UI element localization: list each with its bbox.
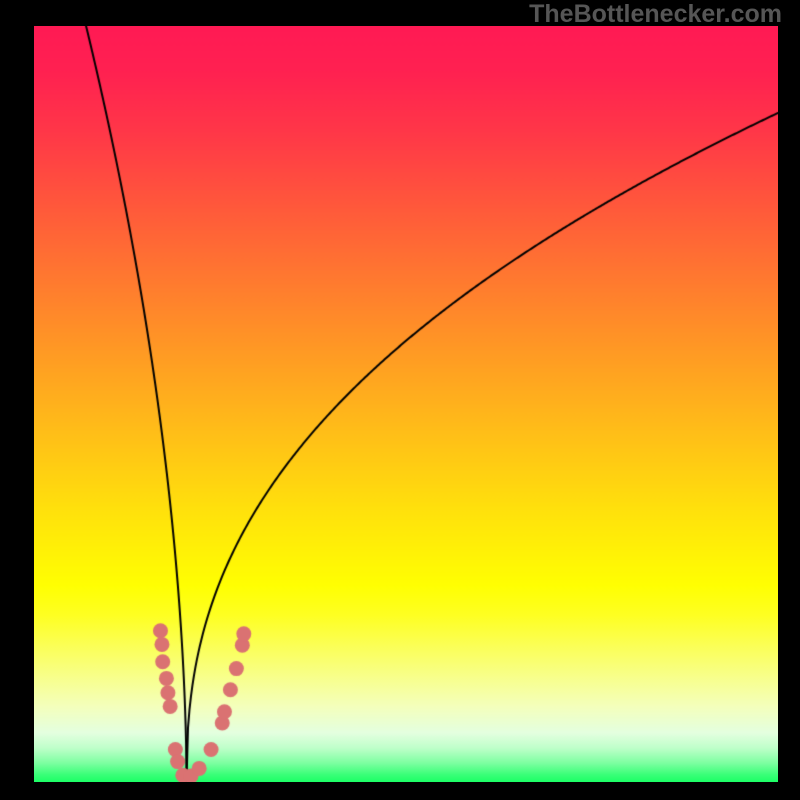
plot-area (34, 26, 778, 782)
chart-container: TheBottlenecker.com (0, 0, 800, 800)
bottleneck-curve-canvas (34, 26, 778, 782)
watermark-text: TheBottlenecker.com (529, 0, 782, 29)
